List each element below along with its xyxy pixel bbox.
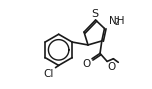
- Text: S: S: [91, 9, 98, 19]
- Text: O: O: [83, 59, 91, 69]
- Text: O: O: [108, 62, 116, 72]
- Text: NH: NH: [109, 16, 125, 26]
- Text: Cl: Cl: [43, 69, 53, 79]
- Text: 2: 2: [114, 18, 119, 27]
